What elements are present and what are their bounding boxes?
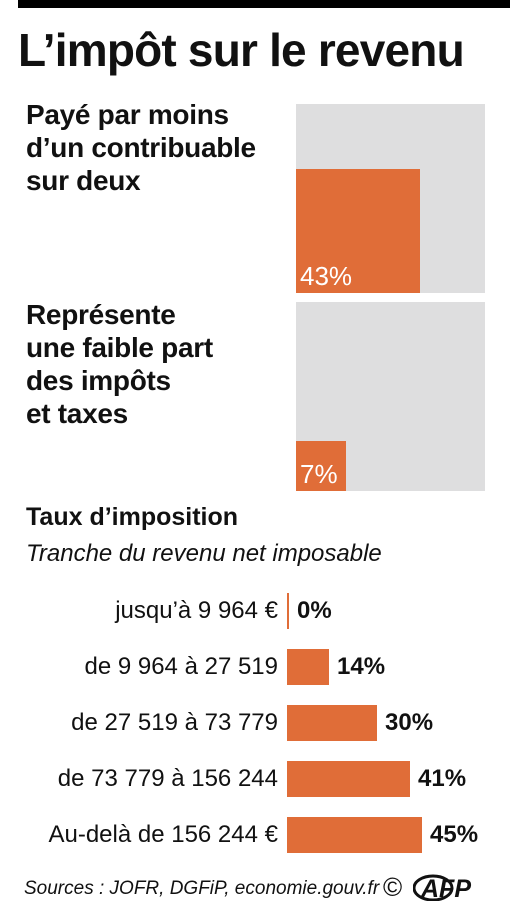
block-2-label: Représente une faible part des impôts et… [26,299,213,429]
block-2-value: 7% [300,459,338,489]
bar [287,593,289,629]
source-note: Sources : JOFR, DGFiP, economie.gouv.fr [24,878,380,899]
bar-row: Au-delà de 156 244 € 45% [0,816,528,854]
bar [287,705,377,741]
bar-value-label: 0% [297,597,332,624]
afp-logo-text: AFP [420,875,471,901]
bar-row: de 73 779 à 156 244 41% [0,760,528,798]
block-2-fill: 7% [296,441,346,491]
bar [287,817,422,853]
bar-value-label: 30% [385,709,434,736]
block-1-text: Payé par moins d’un contribuable sur deu… [26,98,288,197]
page-title: L’impôt sur le revenu [18,24,465,76]
block-2-square: 7% [296,302,485,491]
block-1-value: 43% [300,261,353,291]
bar [287,761,410,797]
rates-subtitle: Tranche du revenu net imposable [26,540,382,567]
bar-value-label: 45% [430,821,479,848]
block-1-square: 43% [296,104,485,293]
bar-row: de 9 964 à 27 519 14% [0,648,528,686]
top-rule [18,0,510,8]
block-1-label: Payé par moins d’un contribuable sur deu… [26,99,256,196]
bar-category-label: jusqu’à 9 964 € [115,597,278,624]
afp-logo: AFP [413,874,471,901]
bar-value-label: 14% [337,653,386,680]
block-1-fill: 43% [296,169,420,293]
bar-row: de 27 519 à 73 779 30% [0,704,528,742]
bar-category-label: de 73 779 à 156 244 [57,765,278,792]
bar [287,649,329,685]
bar-category-label: de 9 964 à 27 519 [84,653,278,680]
rates-title: Taux d’imposition [26,503,239,531]
bar-category-label: de 27 519 à 73 779 [71,709,278,736]
copyright-symbol: © [383,872,403,902]
block-2-text: Représente une faible part des impôts et… [26,298,288,430]
bar-row: jusqu’à 9 964 € 0% [0,592,528,630]
bar-category-label: Au-delà de 156 244 € [48,821,278,848]
bar-value-label: 41% [418,765,467,792]
